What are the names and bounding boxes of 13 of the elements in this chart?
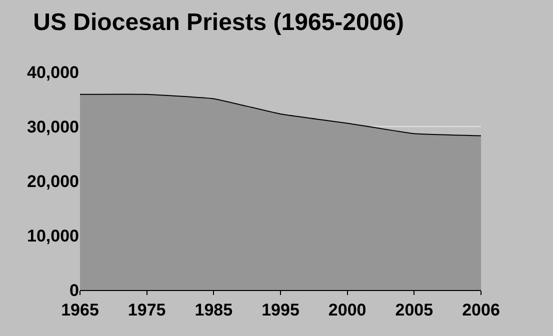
x-tick-label: 2006 xyxy=(462,300,500,320)
chart-title: US Diocesan Priests (1965-2006) xyxy=(33,9,404,36)
x-tick-label: 1995 xyxy=(262,300,300,320)
x-tick-label: 1965 xyxy=(61,300,99,320)
x-tick-label: 1985 xyxy=(194,300,233,320)
y-tick-label: 30,000 xyxy=(27,117,79,136)
y-tick-label: 10,000 xyxy=(27,226,79,246)
y-tick-label: 40,000 xyxy=(27,62,79,82)
y-tick-label: 20,000 xyxy=(27,172,79,191)
x-tick-label: 2005 xyxy=(395,300,434,320)
y-tick-label: 0 xyxy=(70,280,79,300)
x-tick-label: 1975 xyxy=(128,300,166,320)
x-tick-label: 2000 xyxy=(328,300,366,320)
